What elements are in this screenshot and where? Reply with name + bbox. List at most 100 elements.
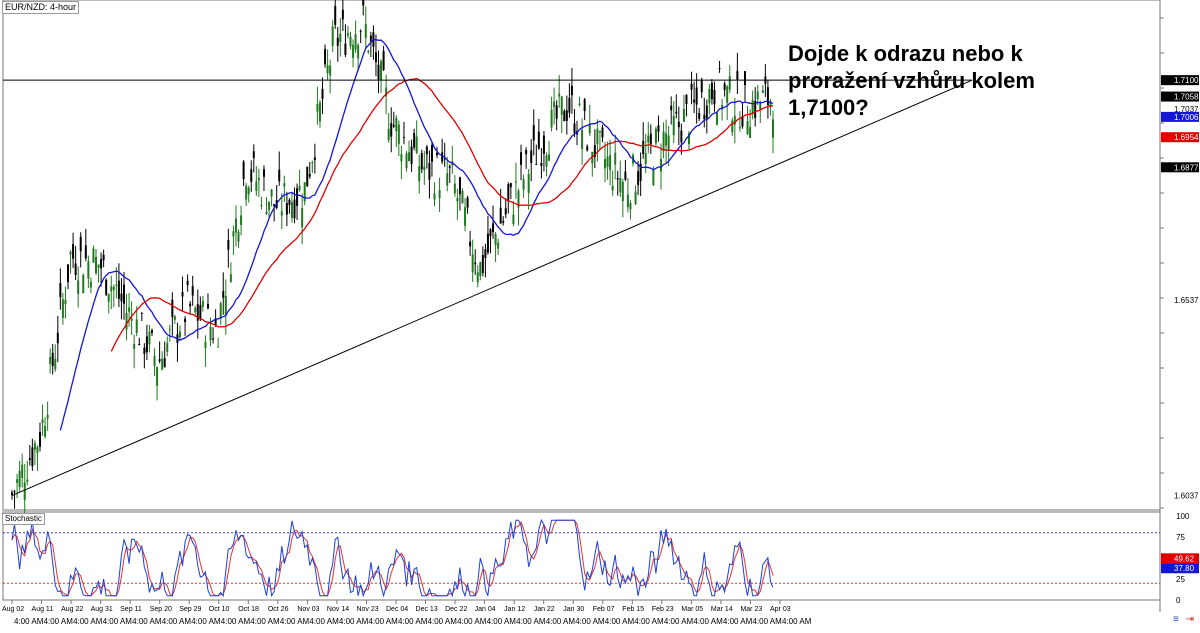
candle-body bbox=[135, 319, 138, 333]
candle-body bbox=[11, 492, 13, 495]
candle-body bbox=[443, 158, 446, 160]
candle-body bbox=[150, 330, 153, 333]
candle-body bbox=[466, 197, 469, 208]
candle-body bbox=[754, 100, 757, 118]
time-label-20: 4:00 AM bbox=[605, 617, 635, 626]
candle-body bbox=[234, 218, 237, 233]
candle-body bbox=[77, 280, 80, 294]
candle-body bbox=[229, 274, 232, 282]
date-label-24: Mar 14 bbox=[711, 606, 733, 613]
candle-body bbox=[425, 146, 428, 155]
candle-body bbox=[186, 280, 189, 286]
candle-body bbox=[423, 166, 426, 171]
candle-body bbox=[128, 307, 131, 312]
candle-body bbox=[746, 121, 749, 134]
candle-body bbox=[308, 173, 311, 177]
arrow-right-icon[interactable]: ⇥ bbox=[1185, 614, 1194, 625]
candle-body bbox=[486, 233, 489, 253]
time-label-24: 4:00 AM bbox=[723, 617, 753, 626]
time-label-15: 4:00 AM bbox=[457, 617, 487, 626]
candle-body bbox=[288, 199, 291, 205]
candle-body bbox=[283, 183, 286, 187]
sync-icon[interactable]: ≡ bbox=[1172, 614, 1179, 625]
candle-body bbox=[688, 133, 691, 145]
date-label-9: Oct 26 bbox=[268, 606, 289, 613]
time-label-4: 4:00 AM bbox=[132, 617, 162, 626]
candle-body bbox=[346, 33, 349, 36]
candle-body bbox=[606, 156, 609, 167]
candle-body bbox=[420, 152, 423, 170]
date-label-3: Aug 31 bbox=[91, 606, 113, 613]
date-label-23: Mar 05 bbox=[681, 606, 703, 613]
candle-body bbox=[31, 447, 34, 467]
date-label-16: Jan 04 bbox=[475, 606, 496, 613]
candle-body bbox=[247, 187, 250, 195]
candle-body bbox=[367, 51, 370, 53]
sma-slow-line bbox=[110, 77, 774, 352]
candle-body bbox=[759, 101, 762, 110]
date-label-19: Jan 30 bbox=[563, 606, 584, 613]
candle-body bbox=[54, 358, 57, 370]
candle-body bbox=[206, 303, 209, 309]
candle-body bbox=[72, 244, 75, 259]
candle-body bbox=[677, 121, 680, 128]
time-label-21: 4:00 AM bbox=[634, 617, 664, 626]
candle-body bbox=[637, 171, 640, 186]
candle-body bbox=[311, 162, 314, 164]
candle-body bbox=[489, 229, 492, 237]
date-label-13: Dec 04 bbox=[386, 606, 408, 613]
candle-body bbox=[133, 343, 136, 349]
candle-body bbox=[649, 133, 652, 145]
price-tag-label-0: 1.7100 bbox=[1174, 76, 1199, 85]
stochastic-tick-label-1: 25 bbox=[1176, 575, 1185, 584]
candle-body bbox=[616, 177, 619, 180]
candle-body bbox=[326, 65, 329, 74]
candle-body bbox=[713, 89, 716, 105]
candle-body bbox=[642, 141, 645, 154]
candle-body bbox=[94, 256, 97, 274]
candle-body bbox=[33, 443, 36, 450]
candle-body bbox=[517, 190, 520, 208]
candle-body bbox=[334, 5, 337, 25]
candle-body bbox=[644, 153, 647, 164]
time-label-17: 4:00 AM bbox=[516, 617, 546, 626]
price-tag-bg-4 bbox=[1161, 132, 1199, 143]
candle-body bbox=[512, 214, 515, 224]
candle-body bbox=[555, 105, 558, 119]
candle-body bbox=[336, 37, 339, 46]
candle-body bbox=[441, 152, 444, 162]
candle-body bbox=[647, 135, 650, 143]
candle-body bbox=[224, 295, 227, 316]
candle-body bbox=[204, 342, 207, 348]
candle-body bbox=[537, 131, 540, 149]
candle-body bbox=[548, 154, 551, 161]
candle-body bbox=[690, 83, 693, 90]
candle-body bbox=[428, 162, 431, 180]
candle-body bbox=[293, 199, 296, 219]
price-tag-label-3: 1.7006 bbox=[1174, 113, 1199, 122]
candle-body bbox=[217, 346, 220, 348]
candle-body bbox=[107, 293, 110, 302]
price-tag-label-1: 1.7058 bbox=[1174, 93, 1199, 102]
candle-body bbox=[117, 280, 120, 299]
candle-body bbox=[143, 347, 146, 354]
price-tag-bg-5 bbox=[1161, 162, 1199, 173]
date-label-7: Oct 10 bbox=[209, 606, 230, 613]
candle-body bbox=[624, 171, 627, 180]
candle-body bbox=[120, 293, 123, 302]
candle-body bbox=[766, 87, 769, 106]
candle-body bbox=[79, 236, 82, 252]
candle-body bbox=[232, 231, 235, 237]
candle-body bbox=[102, 254, 105, 261]
candle-body bbox=[51, 352, 54, 366]
candle-body bbox=[598, 130, 601, 133]
candle-body bbox=[13, 491, 16, 493]
candle-body bbox=[153, 356, 156, 366]
candle-body bbox=[387, 128, 390, 141]
stochastic-tag-bg-1 bbox=[1161, 563, 1199, 574]
candle-body bbox=[502, 221, 505, 223]
stochastic-k-line bbox=[11, 518, 774, 598]
date-label-8: Oct 18 bbox=[238, 606, 259, 613]
candle-body bbox=[507, 184, 510, 202]
candle-body bbox=[178, 331, 181, 338]
